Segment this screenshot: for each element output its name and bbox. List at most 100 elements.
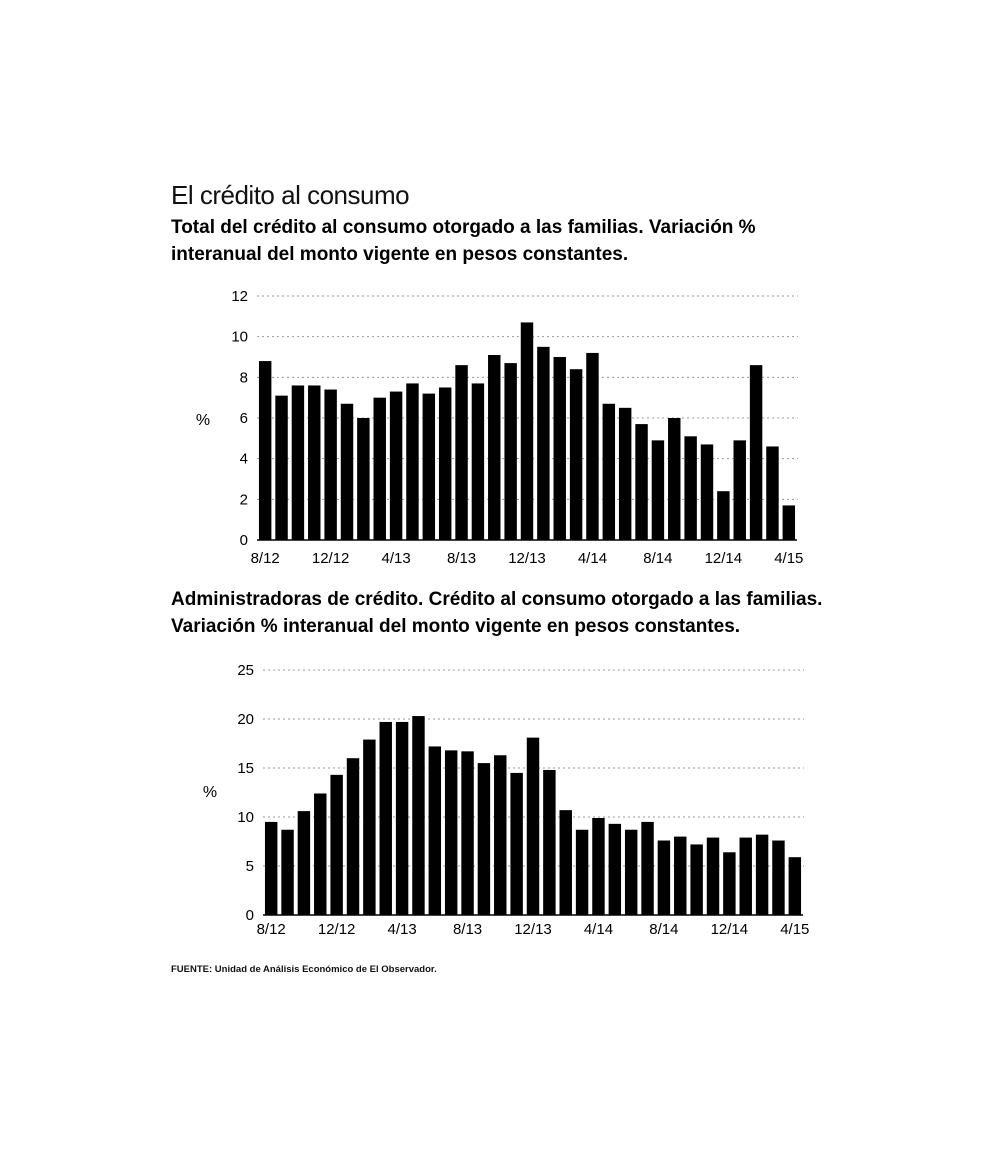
chart-2-bar [575, 829, 589, 915]
chart-1-bar [635, 424, 648, 540]
chart-1-x-tick-label: 4/15 [774, 550, 803, 567]
chart-1-bar [471, 383, 485, 540]
chart-1-bar [553, 357, 566, 540]
chart-1-bar [520, 322, 534, 540]
chart-1-x-tick-label: 4/14 [578, 550, 607, 567]
chart-2-bar [395, 721, 409, 915]
chart-2-y-tick-label: 0 [246, 907, 254, 924]
chart-1-bar [504, 363, 517, 540]
chart-2-x-tick-label: 12/14 [711, 921, 749, 938]
chart-2-y-tick-label: 25 [237, 662, 254, 679]
chart-2-bar [314, 793, 327, 915]
chart-1-bar [651, 440, 665, 540]
chart-2-x-tick-label: 12/12 [318, 921, 356, 938]
chart-2-bar [281, 829, 294, 915]
chart-1-bar [700, 444, 714, 540]
chart-2-bar [297, 811, 311, 915]
chart-1-bar [569, 369, 583, 540]
chart-1-bar [340, 403, 354, 540]
chart-1-y-tick-label: 0 [240, 532, 248, 549]
chart-1-bar [308, 385, 321, 540]
chart-1-bar [455, 365, 468, 540]
chart-2-y-tick-label: 20 [237, 711, 254, 728]
chart-2-bar [723, 852, 736, 915]
chart-2-bar [428, 746, 442, 915]
chart-1-title-line-2: interanual del monto vigente en pesos co… [171, 244, 629, 265]
chart-2-y-tick-label: 10 [237, 809, 254, 826]
chart-1-y-tick-label: 4 [240, 451, 248, 468]
chart-1-total-credito-consumo: 0 2 4 6 8 10 12% 8/12 12/12 4/13 8/13 12/13 4/14 8/14… [196, 288, 804, 567]
chart-2-bar [477, 763, 491, 915]
chart-1-y-tick-label: 10 [231, 329, 248, 346]
chart-1-x-tick-label: 12/13 [508, 550, 546, 567]
chart-2-bar [690, 844, 703, 915]
chart-1-bar [357, 418, 370, 540]
chart-1-x-tick-label: 12/14 [705, 550, 743, 567]
chart-1-bar [406, 383, 419, 540]
chart-2-bar [657, 840, 671, 915]
chart-2-bar [412, 716, 425, 915]
chart-1-bar [782, 505, 796, 540]
chart-1-bar [618, 407, 632, 540]
chart-2-bar [772, 840, 785, 915]
chart-2-title: Administradoras de crédito. Crédito al c… [171, 586, 871, 640]
chart-2-bar [559, 810, 572, 915]
chart-2-bar [543, 769, 556, 915]
chart-1-y-tick-label: 12 [231, 288, 248, 305]
chart-1-bar [749, 365, 763, 540]
page-title: El crédito al consumo [171, 180, 410, 210]
chart-1-x-tick-label: 4/13 [381, 550, 410, 567]
chart-1-title: Total del crédito al consumo otorgado a … [171, 214, 871, 268]
chart-1-bar [602, 403, 616, 540]
chart-1-x-tick-label: 8/13 [447, 550, 476, 567]
chart-2-y-tick-label: 15 [237, 760, 254, 777]
chart-1-bar [586, 352, 599, 540]
chart-2-bar [363, 739, 376, 915]
chart-2-x-tick-label: 4/14 [584, 921, 613, 938]
chart-2-administradoras-credito: 0 5 10 15 20 25% 8/12 12/12 4/13 8/13 12/13 4/14 8/1… [203, 662, 810, 938]
chart-2-bar [608, 823, 622, 915]
chart-1-title-line-1: Total del crédito al consumo otorgado a … [171, 217, 756, 238]
chart-2-bar [739, 837, 752, 915]
chart-1-y-tick-label: 2 [240, 491, 248, 508]
chart-2-bar [674, 836, 687, 915]
chart-2-bar [526, 737, 540, 915]
chart-1-bar [324, 389, 337, 540]
chart-1-bar [766, 446, 779, 540]
chart-1-bar [389, 391, 403, 540]
chart-1-x-tick-label: 8/12 [251, 550, 280, 567]
chart-1-bar [373, 397, 386, 540]
chart-2-x-tick-label: 8/14 [649, 921, 678, 938]
chart-2-bar [461, 751, 474, 915]
chart-2-x-tick-label: 8/12 [257, 921, 286, 938]
chart-1-bar [275, 395, 288, 540]
chart-2-bar [494, 755, 507, 915]
chart-2-x-tick-label: 12/13 [514, 921, 552, 938]
chart-2-y-tick-label: 5 [246, 858, 254, 875]
chart-1-x-tick-label: 8/14 [643, 550, 672, 567]
chart-2-bar [755, 834, 769, 915]
source-note: FUENTE: Unidad de Análisis Económico de … [171, 964, 437, 975]
chart-2-title-line-2: Variación % interanual del monto vigente… [171, 616, 741, 637]
chart-2-x-tick-label: 4/13 [387, 921, 416, 938]
chart-2-bar [788, 857, 802, 915]
chart-1-bar [668, 418, 681, 540]
chart-2-x-tick-label: 4/15 [780, 921, 809, 938]
chart-2-bar [641, 821, 654, 915]
chart-2-title-line-1: Administradoras de crédito. Crédito al c… [171, 589, 823, 610]
chart-2-y-axis-label: % [203, 784, 217, 801]
chart-2-bar [346, 758, 360, 915]
chart-2-x-tick-label: 8/13 [453, 921, 482, 938]
chart-1-y-axis-label: % [196, 412, 210, 429]
chart-1-bar [717, 491, 730, 540]
chart-2-bar [592, 817, 605, 915]
chart-2-bar [706, 837, 720, 915]
chart-2-bar [379, 721, 392, 915]
chart-1-bar [488, 354, 501, 540]
chart-1-x-tick-label: 12/12 [312, 550, 350, 567]
chart-1-bar [537, 346, 550, 540]
chart-1-bar [733, 440, 746, 540]
chart-2-bar [510, 772, 523, 915]
chart-2-bar [264, 821, 278, 915]
chart-1-y-tick-label: 6 [240, 410, 248, 427]
